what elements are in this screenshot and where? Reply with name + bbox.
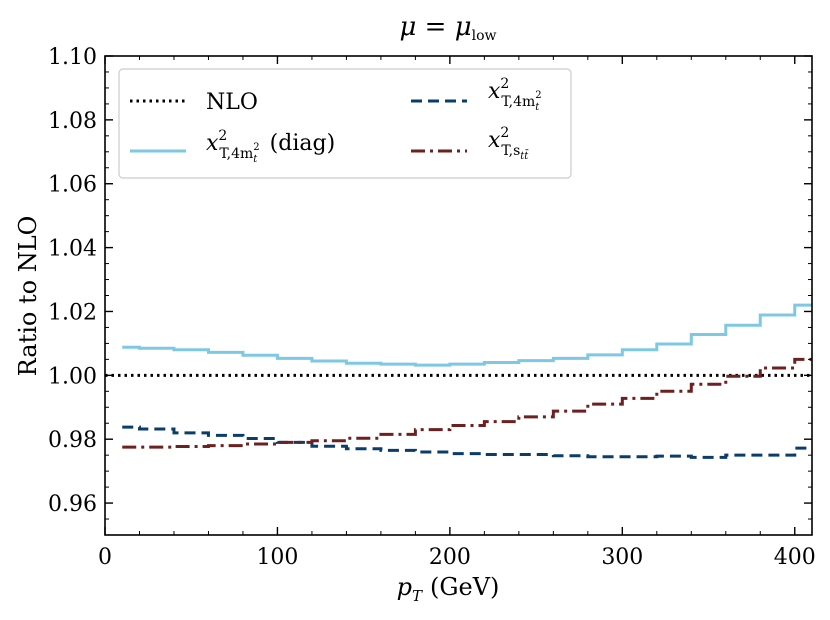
y-tick-label: 0.96: [48, 492, 97, 517]
x-axis-unit: (GeV): [430, 573, 499, 601]
x-axis-title: pT (GeV): [397, 573, 500, 605]
chart-title-main: μ = μ: [400, 12, 472, 42]
x-axis-var-sub: T: [412, 587, 423, 605]
chart-title: μ = μlow: [400, 12, 497, 44]
y-tick-label: 1.00: [48, 364, 97, 389]
x-tick-label: 300: [601, 545, 643, 570]
y-tick-label: 1.06: [48, 173, 97, 198]
y-tick-label: 1.02: [48, 300, 97, 325]
y-axis-title: Ratio to NLO: [14, 216, 42, 377]
y-tick-label: 1.10: [48, 45, 97, 70]
series-layer: [105, 303, 812, 459]
legend: NLO x2 T,4mt2 (diag) x2 T,4mt2 x2 T,stt̄: [118, 68, 572, 179]
x-tick-label: 200: [429, 545, 471, 570]
legend-label-stt: x2 T,stt̄: [488, 125, 529, 162]
legend-label-nlo: NLO: [206, 90, 258, 115]
y-tick-label: 1.04: [48, 237, 97, 262]
legend-label-4mt2: x2 T,4mt2: [488, 76, 542, 113]
x-tick-label: 100: [256, 545, 298, 570]
x-axis-var: p: [397, 573, 412, 601]
series-line-xT2_4mt2_diag: [122, 303, 812, 367]
chart-title-sub: low: [472, 28, 497, 44]
series-line-xT2_4mt2: [122, 425, 812, 459]
tick-layer: 0 100 200 300 400 0.96 0.98 1.00 1.02 1.04 1.06 1.0…: [48, 45, 816, 570]
x-tick-label: 400: [774, 545, 816, 570]
legend-label-diag: x2 T,4mt2 (diag): [206, 128, 335, 165]
y-tick-label: 0.98: [48, 428, 97, 453]
x-tick-label: 0: [98, 545, 112, 570]
svg-text:μ = μlow: μ = μlow: [400, 12, 497, 44]
series-line-xT2_stt: [122, 357, 812, 449]
y-tick-label: 1.08: [48, 109, 97, 134]
